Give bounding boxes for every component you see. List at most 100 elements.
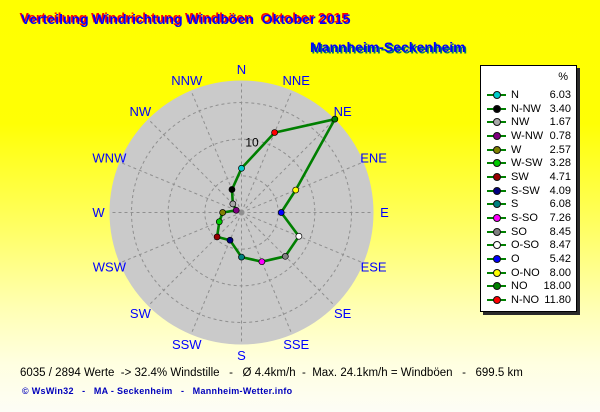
grid-spoke: [241, 118, 336, 213]
data-point-SSE: [258, 258, 266, 266]
legend-marker-icon: [487, 104, 506, 113]
data-point-NNW: [228, 186, 236, 193]
data-point-NW: [229, 200, 237, 208]
legend-value: 4.71: [549, 170, 571, 183]
legend-rows: N 6.03 N-NW 3.40 NW 1.67 W-NW 0.78 W 2.57 W-SW 3.28…: [481, 88, 576, 307]
grid-ring: [167, 138, 316, 287]
data-point-W: [219, 209, 227, 216]
direction-label-WSW: WSW: [93, 260, 127, 275]
legend-marker-icon: [487, 214, 506, 223]
grid-spoke: [241, 161, 364, 213]
legend-value: 5.42: [549, 253, 571, 266]
direction-label-SSE: SSE: [283, 337, 309, 352]
data-point-E: [277, 209, 285, 216]
station-name: Mannheim-Seckenheim: [310, 39, 466, 55]
grid-ring: [131, 102, 352, 323]
data-point-N: [238, 164, 245, 172]
legend-row: NW 1.67: [481, 115, 576, 129]
data-point-WNW: [232, 206, 240, 214]
legend-row: NO 18.00: [481, 280, 576, 294]
legend-label: N-NW: [511, 102, 541, 115]
legend-row: W-NW 0.78: [481, 129, 576, 143]
legend-label: O-SO: [511, 239, 540, 252]
legend-row: S 6.08: [481, 198, 576, 212]
legend-label: S-SO: [511, 212, 538, 225]
legend-value: 3.40: [549, 102, 571, 115]
legend-marker-icon: [487, 255, 506, 264]
legend-row: W-SW 3.28: [481, 156, 576, 170]
status-bar: 6035 / 2894 Werte -> 32.4% Windstille - …: [20, 367, 523, 379]
legend-row: O 5.42: [481, 252, 576, 266]
direction-label-SE: SE: [334, 306, 352, 321]
grid-spoke: [241, 212, 293, 335]
data-point-ESE: [295, 232, 303, 240]
direction-label-SW: SW: [130, 306, 152, 321]
legend-label: O-NO: [511, 266, 540, 279]
data-point-SSW: [226, 236, 234, 244]
legend-label: NO: [511, 280, 528, 293]
legend-marker-icon: [487, 118, 506, 127]
data-point-NE: [331, 115, 339, 123]
direction-label-E: E: [380, 205, 389, 220]
legend-marker-icon: [487, 227, 506, 236]
legend-header: %: [558, 71, 568, 83]
legend-value: 7.26: [549, 212, 571, 225]
legend-label: W-NW: [511, 129, 544, 142]
legend-row: N-NO 11.80: [481, 293, 576, 307]
legend-value: 1.67: [549, 116, 571, 129]
legend-marker-icon: [487, 159, 506, 168]
grid-spoke: [147, 118, 242, 213]
data-point-SW: [213, 233, 221, 241]
legend-label: W-SW: [511, 157, 543, 170]
legend-label: W: [511, 143, 522, 156]
direction-label-NE: NE: [334, 104, 352, 119]
footer-credits: © WsWin32 - MA - Seckenheim - Mannheim-W…: [22, 386, 293, 396]
legend-row: SW 4.71: [481, 170, 576, 184]
legend-value: 2.57: [549, 143, 571, 156]
legend-label: NW: [511, 116, 530, 129]
data-point-S: [238, 253, 245, 261]
legend-row: W 2.57: [481, 143, 576, 157]
page-title: Verteilung Windrichtung Windböen Oktober…: [21, 11, 351, 27]
legend-value: 6.03: [549, 88, 571, 101]
grid-spoke: [119, 161, 242, 213]
legend-row: N 6.03: [481, 88, 576, 102]
legend-value: 0.78: [549, 129, 571, 142]
legend-row: O-NO 8.00: [481, 266, 576, 280]
legend-marker-icon: [487, 200, 506, 209]
direction-label-N: N: [237, 62, 246, 77]
grid-spoke: [241, 90, 293, 213]
direction-label-W: W: [92, 205, 105, 220]
legend-marker-icon: [487, 241, 506, 250]
legend-value: 8.47: [549, 239, 571, 252]
data-point-SE: [281, 252, 289, 260]
legend-marker-icon: [487, 90, 506, 99]
direction-label-NW: NW: [130, 104, 152, 119]
legend-marker-icon: [487, 131, 506, 140]
ring-scale-label: 10: [245, 136, 259, 150]
direction-label-ESE: ESE: [361, 260, 387, 275]
legend-label: SW: [511, 170, 529, 183]
direction-label-NNW: NNW: [171, 73, 203, 88]
legend-marker-icon: [487, 186, 506, 195]
legend-label: N-NO: [511, 294, 540, 307]
legend-value: 4.09: [549, 184, 571, 197]
legend-value: 3.28: [549, 157, 571, 170]
legend-value: 11.80: [544, 294, 571, 307]
legend-row: S-SO 7.26: [481, 211, 576, 225]
legend-value: 8.45: [549, 225, 571, 238]
direction-label-ENE: ENE: [360, 150, 387, 165]
direction-label-SSW: SSW: [172, 337, 202, 352]
legend-label: S: [511, 198, 519, 211]
data-point-ENE: [292, 186, 300, 194]
data-point-WSW: [215, 218, 223, 226]
grid-spoke: [190, 212, 242, 335]
legend-label: N: [511, 88, 519, 101]
direction-label-WNW: WNW: [92, 150, 127, 165]
legend-marker-icon: [487, 172, 506, 181]
legend-marker-icon: [487, 145, 506, 154]
legend-box: % N 6.03 N-NW 3.40 NW 1.67 W-NW 0.78 W 2.57 W-SW 3.…: [480, 65, 577, 312]
legend-label: S-SW: [511, 184, 540, 197]
